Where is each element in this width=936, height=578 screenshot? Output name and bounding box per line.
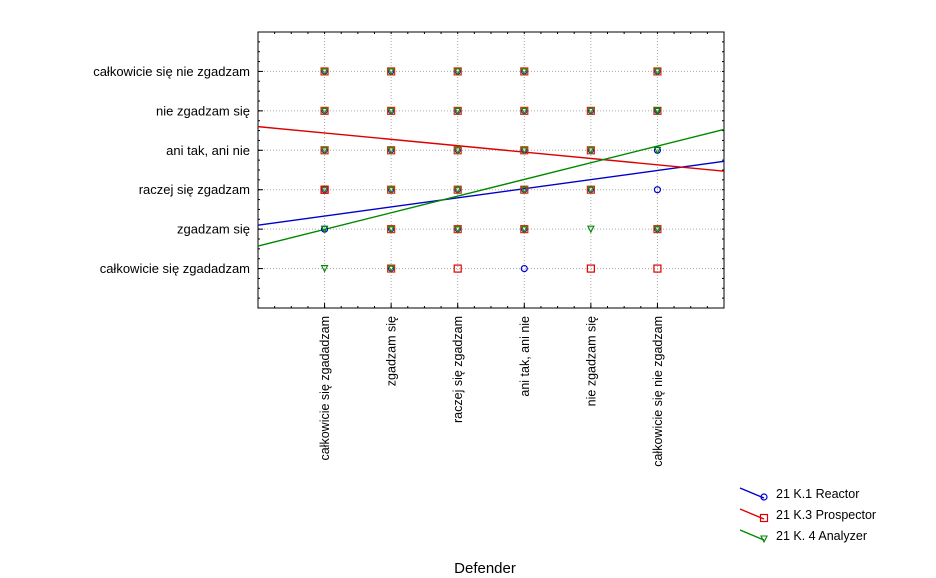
fit-lines <box>257 125 725 247</box>
fit-line <box>257 125 725 172</box>
legend-marker <box>760 493 768 501</box>
overlaid-point <box>454 225 462 233</box>
overlaid-point <box>520 68 528 76</box>
overlaid-point <box>454 68 462 76</box>
overlaid-point <box>520 186 528 194</box>
legend: 21 K.1 Reactor 21 K.3 Prospector 21 K. 4 A… <box>739 487 876 544</box>
y-axis-ticks: całkowicie się zgadadzam zgadzam się racze… <box>93 41 724 299</box>
legend-label: 21 K. 4 Analyzer <box>776 529 867 543</box>
data-point <box>320 225 329 234</box>
data-points <box>320 67 662 273</box>
data-point <box>653 264 662 273</box>
overlaid-point <box>653 68 661 76</box>
data-point <box>653 146 662 155</box>
legend-line <box>739 529 765 541</box>
overlaid-point <box>387 147 395 155</box>
overlaid-point <box>587 107 595 115</box>
y-tick-label: ani tak, ani nie <box>166 143 250 158</box>
y-tick-label: całkowicie się zgadadzam <box>100 261 250 276</box>
overlaid-point <box>321 107 329 115</box>
overlaid-point <box>387 265 395 273</box>
legend-label: 21 K.3 Prospector <box>776 508 876 522</box>
overlaid-point <box>520 107 528 115</box>
x-tick-label: całkowicie się nie zgadzam <box>651 316 665 467</box>
x-tick-label: ani tak, ani nie <box>518 316 532 397</box>
overlaid-point <box>520 147 528 155</box>
legend-label: 21 K.1 Reactor <box>776 487 859 501</box>
data-point <box>586 264 595 273</box>
legend-marker <box>760 535 768 544</box>
data-point <box>453 264 462 273</box>
overlaid-point <box>454 107 462 115</box>
fit-line <box>257 128 725 247</box>
legend-marker <box>759 513 769 523</box>
legend-line <box>739 487 765 499</box>
data-point <box>520 264 528 273</box>
x-tick-label: raczej się zgadzam <box>451 316 465 423</box>
overlaid-point <box>321 68 329 76</box>
y-tick-label: zgadzam się <box>177 222 250 237</box>
y-tick-label: całkowicie się nie zgadzam <box>93 64 250 79</box>
overlaid-point <box>387 68 395 76</box>
x-tick-label: nie zgadzam się <box>584 316 598 406</box>
overlaid-point <box>520 225 528 233</box>
x-tick-label: zgadzam się <box>385 316 399 386</box>
x-axis-ticks: całkowicie się zgadadzam zgadzam się racze… <box>274 32 708 467</box>
y-tick-label: nie zgadzam się <box>156 103 250 118</box>
overlaid-point <box>387 186 395 194</box>
overlaid-point <box>653 225 661 233</box>
data-point <box>320 185 329 194</box>
overlaid-point <box>454 186 462 194</box>
overlaid-point <box>321 147 329 155</box>
data-point <box>320 265 329 273</box>
overlaid-point <box>587 186 595 194</box>
fit-line <box>257 160 725 226</box>
x-tick-label: całkowicie się zgadadzam <box>318 316 332 461</box>
overlaid-point <box>387 225 395 233</box>
overlaid-point <box>321 186 329 194</box>
x-axis-label: Defender <box>454 560 516 577</box>
data-point <box>653 186 662 194</box>
overlaid-point <box>387 107 395 115</box>
y-tick-label: raczej się zgadzam <box>139 182 250 197</box>
data-point <box>653 107 662 116</box>
overlaid-point <box>587 147 595 155</box>
overlaid-point <box>454 147 462 155</box>
data-point <box>586 225 595 234</box>
